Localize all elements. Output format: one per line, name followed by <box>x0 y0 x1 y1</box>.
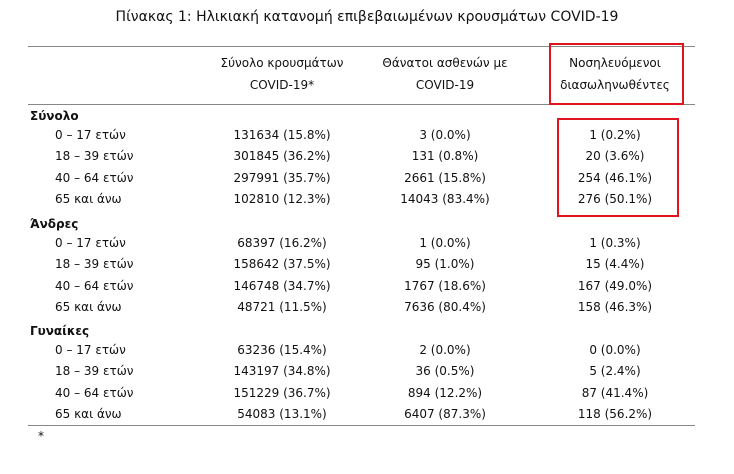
section-label: Άνδρες <box>30 217 79 231</box>
cell: 36 (0.5%) <box>415 364 475 379</box>
cell: 15 (4.4%) <box>585 257 645 272</box>
row-label: 65 και άνω <box>55 406 122 421</box>
cell: 131634 (15.8%) <box>233 128 331 142</box>
cell: 118 (56.2%) <box>577 406 653 421</box>
highlight-box <box>557 118 679 217</box>
cell: 297991 (35.7%) <box>233 170 331 185</box>
cell: 63236 (15.4%) <box>237 343 327 357</box>
cell: 1 (0.0%) <box>419 236 471 250</box>
cell: 151229 (36.7%) <box>233 385 331 400</box>
row-label: 40 – 64 ετών <box>55 278 134 293</box>
cell: 158642 (37.5%) <box>233 257 331 272</box>
column-header: Νοσηλευόμενοι <box>569 56 661 70</box>
column-header: COVID-19* <box>249 78 315 92</box>
cell: 1767 (18.6%) <box>404 278 486 293</box>
section-label: Σύνολο <box>30 109 79 123</box>
cell: 276 (50.1%) <box>577 191 653 206</box>
cell: 3 (0.0%) <box>419 128 471 142</box>
row-label: 40 – 64 ετών <box>55 170 134 185</box>
cell: 0 (0.0%) <box>589 343 641 357</box>
column-header: διασωληνωθέντες <box>560 78 670 92</box>
cell: 6407 (87.3%) <box>404 406 486 421</box>
cell: 254 (46.1%) <box>577 170 653 185</box>
row-label: 0 – 17 ετών <box>55 128 126 142</box>
table-title: Πίνακας 1: Ηλικιακή κατανομή επιβεβαιωμέ… <box>115 9 619 25</box>
cell: 131 (0.8%) <box>411 149 479 164</box>
row-label: 65 και άνω <box>55 191 122 206</box>
cell: 894 (12.2%) <box>407 385 483 400</box>
cell: 20 (3.6%) <box>585 149 645 164</box>
cell: 54083 (13.1%) <box>237 406 327 421</box>
cell: 2 (0.0%) <box>419 343 471 357</box>
cell: 95 (1.0%) <box>415 257 475 272</box>
cell: 143197 (34.8%) <box>233 364 331 379</box>
footnote: * <box>38 429 44 443</box>
row-label: 18 – 39 ετών <box>55 364 134 379</box>
cell: 1 (0.2%) <box>589 128 641 142</box>
cell: 48721 (11.5%) <box>237 299 327 314</box>
column-header: Θάνατοι ασθενών με <box>382 56 508 70</box>
cell: 146748 (34.7%) <box>233 278 331 293</box>
cell: 5 (2.4%) <box>589 364 641 379</box>
row-label: 40 – 64 ετών <box>55 385 134 400</box>
cell: 2661 (15.8%) <box>404 170 486 185</box>
column-header: Σύνολο κρουσμάτων <box>220 56 344 70</box>
column-header: COVID-19 <box>415 78 475 92</box>
cell: 7636 (80.4%) <box>404 299 486 314</box>
row-label: 65 και άνω <box>55 299 122 314</box>
cell: 68397 (16.2%) <box>237 236 327 250</box>
cell: 301845 (36.2%) <box>233 149 331 164</box>
cell: 14043 (83.4%) <box>400 191 490 206</box>
rule <box>28 46 695 47</box>
row-label: 18 – 39 ετών <box>55 149 134 164</box>
rule <box>28 104 695 105</box>
cell: 158 (46.3%) <box>577 299 653 314</box>
cell: 167 (49.0%) <box>577 278 653 293</box>
cell: 1 (0.3%) <box>589 236 641 250</box>
cell: 87 (41.4%) <box>581 385 649 400</box>
section-label: Γυναίκες <box>30 324 90 338</box>
row-label: 0 – 17 ετών <box>55 343 126 357</box>
row-label: 18 – 39 ετών <box>55 257 134 272</box>
row-label: 0 – 17 ετών <box>55 236 126 250</box>
rule <box>28 425 695 426</box>
cell: 102810 (12.3%) <box>233 191 331 206</box>
highlight-box <box>549 43 684 105</box>
